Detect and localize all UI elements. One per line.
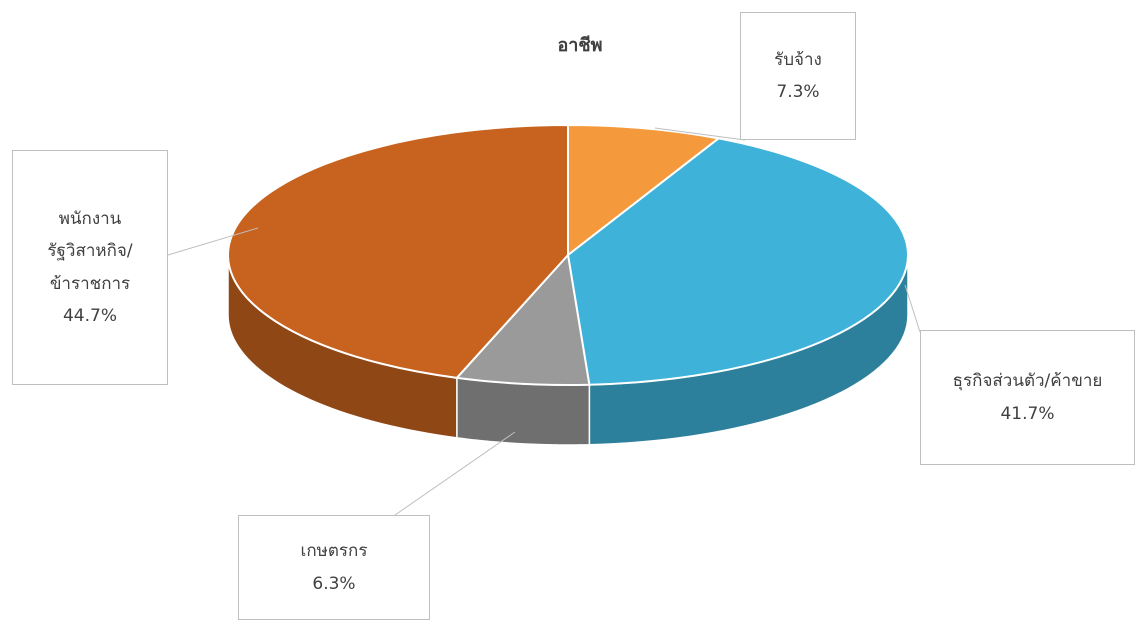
category-label: ธุรกิจส่วนตัว/ค้าขาย bbox=[927, 365, 1128, 397]
category-label: พนักงานรัฐวิสาหกิจ/ข้าราชการ bbox=[19, 203, 161, 300]
chart-title: อาชีพ bbox=[500, 30, 660, 59]
value-label: 6.3% bbox=[245, 568, 423, 600]
value-label: 41.7% bbox=[927, 398, 1128, 430]
chart: อาชีพ รับจ้าง7.3% ธุรกิจส่วนตัว/ค้าขาย41.… bbox=[0, 0, 1135, 620]
pie-slice-side bbox=[457, 378, 589, 445]
value-label: 44.7% bbox=[19, 300, 161, 332]
pie-canvas bbox=[0, 0, 1135, 620]
category-label: เกษตรกร bbox=[245, 535, 423, 567]
value-label: 7.3% bbox=[747, 76, 849, 108]
category-label: รับจ้าง bbox=[747, 44, 849, 76]
leader-line bbox=[395, 432, 515, 515]
